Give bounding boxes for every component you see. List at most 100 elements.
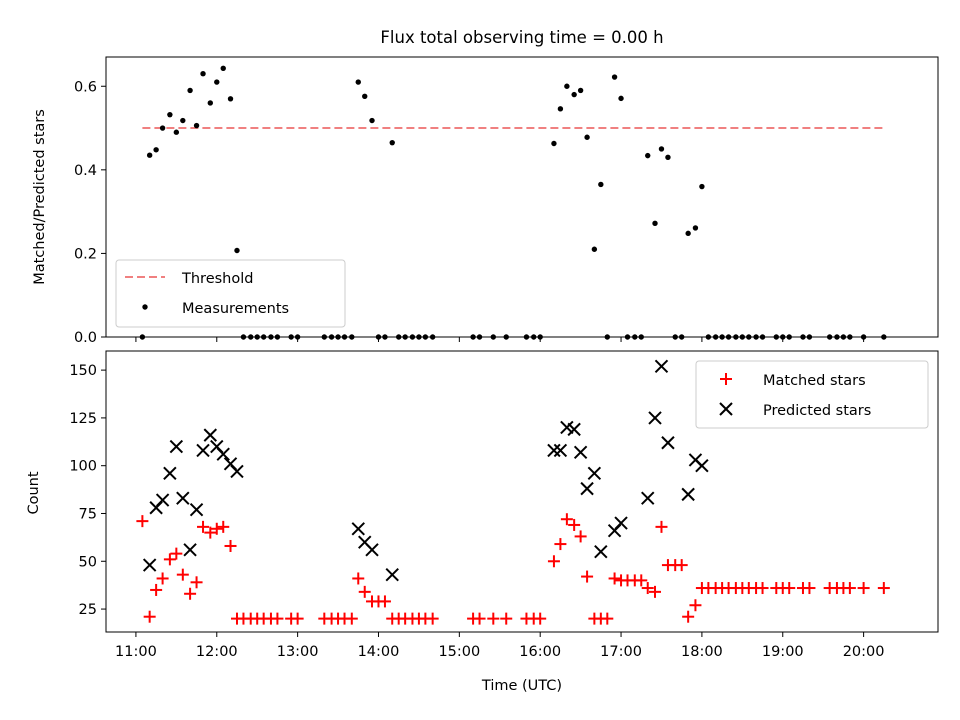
predicted-star-point: [614, 516, 628, 530]
measurement-point: [234, 247, 240, 254]
matched-star-point: [534, 612, 547, 625]
top-x-ticks: [135, 337, 865, 342]
predicted-star-point: [351, 522, 365, 536]
matched-star-point: [783, 582, 796, 595]
matched-star-point: [756, 582, 769, 595]
measurement-point: [167, 111, 173, 118]
top-y-ticks: 0.0 0.2 0.4 0.6: [74, 79, 106, 346]
matched-star-point: [190, 576, 203, 589]
x-tick-label: 12:00: [196, 644, 238, 660]
matched-star-point: [224, 539, 237, 552]
bottom-legend-box: [695, 360, 929, 429]
matched-star-point: [217, 520, 230, 533]
top-y-tick-label: 0.0: [74, 330, 97, 346]
predicted-star-point: [547, 443, 561, 458]
matched-star-point: [641, 582, 654, 595]
bottom-y-tick-label: 25: [79, 602, 97, 618]
predicted-star-point: [654, 359, 669, 373]
matched-star-point: [176, 568, 189, 581]
predicted-star-point: [573, 445, 588, 460]
x-axis-label: Time (UTC): [481, 678, 562, 694]
predicted-star-point: [216, 447, 230, 461]
top-y-axis-label: Matched/Predicted stars: [32, 109, 48, 285]
figure-title: Flux total observing time = 0.00 h: [380, 28, 663, 47]
matched-star-point: [689, 599, 702, 612]
matched-star-point: [204, 526, 217, 539]
measurement-point: [187, 87, 193, 94]
bottom-y-ticks: 25 50 75 100 125 150: [69, 363, 106, 618]
top-legend-box: [115, 259, 346, 328]
predicted-star-point: [196, 443, 210, 458]
matched-star-point: [473, 612, 486, 625]
bottom-legend: Matched stars Predicted stars: [695, 360, 929, 429]
predicted-star-point: [163, 466, 177, 481]
x-tick-label: 20:00: [843, 644, 885, 660]
top-legend: Threshold Measurements: [115, 259, 346, 328]
matched-star-point: [291, 612, 304, 625]
measurement-point: [577, 87, 584, 94]
matched-star-point: [378, 595, 391, 608]
predicted-star-point: [203, 428, 218, 442]
measurement-point: [591, 246, 598, 252]
bottom-axes-frame: [105, 350, 939, 633]
legend-predicted-swatch: [719, 402, 733, 416]
measurement-point: [551, 140, 557, 147]
measurement-point: [618, 95, 624, 102]
matched-star-point: [608, 572, 621, 585]
matched-star-point: [649, 585, 662, 598]
top-axes-frame: [105, 56, 939, 338]
legend-threshold-label: Threshold: [181, 271, 253, 287]
predicted-star-point: [695, 458, 709, 473]
measurement-point: [362, 93, 368, 99]
measurement-point: [389, 139, 395, 146]
measurement-point: [153, 147, 159, 153]
x-tick-label: 15:00: [438, 644, 480, 660]
matched-star-point: [877, 582, 890, 595]
legend-predicted-label: Predicted stars: [763, 403, 871, 419]
matched-star-point: [500, 612, 513, 625]
predicted-star-point: [142, 558, 157, 572]
matched-star-point: [581, 570, 594, 583]
measurement-point: [645, 152, 651, 159]
bottom-y-tick-label: 100: [69, 459, 97, 475]
predicted-star-point: [594, 545, 608, 559]
matched-star-point: [143, 610, 156, 623]
predicted-star-point: [648, 411, 662, 425]
measurement-point: [220, 65, 226, 71]
measurement-point: [699, 183, 705, 190]
measurement-point: [207, 100, 214, 106]
matched-star-point: [358, 585, 371, 598]
predicted-star-point: [641, 491, 655, 505]
measurement-point: [180, 117, 186, 124]
matched-star-point: [574, 530, 587, 543]
measurement-point: [214, 79, 220, 85]
legend-matched-label: Matched stars: [763, 373, 866, 389]
predicted-star-point: [176, 491, 190, 505]
measurement-point: [598, 181, 604, 188]
matched-star-point: [136, 515, 149, 528]
measurement-point: [564, 83, 570, 89]
measurement-point: [193, 122, 200, 129]
measurement-point: [652, 220, 658, 227]
measurement-point: [200, 71, 206, 77]
predicted-star-point: [365, 543, 379, 557]
x-tick-label: 13:00: [277, 644, 319, 660]
matched-star-point: [560, 513, 573, 526]
bottom-y-tick-label: 150: [69, 363, 97, 379]
matched-star-point: [170, 547, 183, 560]
measurement-point: [685, 230, 691, 237]
measurement-point: [665, 154, 671, 160]
predicted-star-point: [681, 487, 695, 502]
x-tick-label: 18:00: [681, 644, 723, 660]
top-y-tick-label: 0.4: [74, 163, 97, 179]
predicted-star-point: [661, 436, 675, 450]
matched-star-point: [184, 587, 197, 600]
matched-star-point: [857, 582, 870, 595]
measurement-point: [369, 117, 375, 124]
matched-star-point: [547, 555, 560, 568]
measurement-point: [159, 125, 166, 131]
predicted-star-point: [169, 439, 184, 454]
legend-matched-swatch: [720, 373, 732, 385]
matched-star-point: [675, 559, 688, 572]
